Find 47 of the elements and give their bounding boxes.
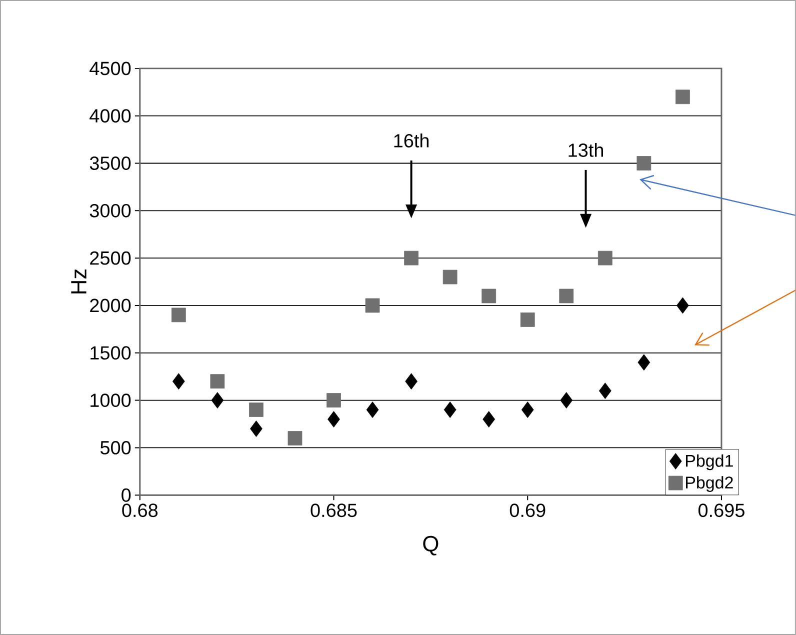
point [326, 393, 341, 408]
point [444, 402, 456, 418]
legend-label: Pbgd2 [686, 476, 733, 492]
y-tick-label: 4500 [90, 62, 131, 76]
x-axis-title: Q [423, 536, 438, 556]
point [210, 374, 225, 389]
x-tick-label: 0.69 [510, 504, 546, 518]
x-tick-label: 0.695 [698, 504, 744, 518]
point [636, 156, 652, 170]
annotation: 13th [568, 143, 604, 157]
point [676, 297, 689, 314]
y-tick-label: 2500 [90, 251, 131, 265]
y-tick-label: 2000 [90, 298, 131, 312]
point [521, 402, 534, 418]
point [249, 402, 264, 417]
point [211, 392, 224, 408]
y-tick-label: 0 [122, 488, 131, 502]
y-tick-label: 4000 [90, 109, 131, 123]
y-tick-label: 3000 [90, 204, 131, 218]
point [598, 250, 612, 266]
x-tick-label: 0.68 [122, 504, 158, 518]
point [366, 402, 379, 418]
y-tick-label: 1000 [90, 394, 131, 408]
y-axis-title: Hz [71, 269, 86, 294]
point [172, 373, 185, 390]
y-tick-label: 500 [100, 440, 131, 454]
point [328, 411, 340, 428]
point [560, 392, 573, 408]
point [288, 431, 302, 446]
legend-label: Pbgd1 [686, 454, 733, 470]
point [405, 373, 418, 390]
point [638, 354, 650, 371]
point [365, 298, 380, 313]
point [598, 382, 612, 400]
point [442, 270, 458, 284]
point [404, 250, 418, 266]
y-tick-label: 1500 [90, 346, 131, 360]
x-tick-label: 0.685 [310, 504, 357, 518]
point [520, 312, 535, 327]
point [676, 90, 690, 104]
y-tick-label: 3500 [90, 156, 131, 170]
point [559, 288, 574, 304]
point [171, 308, 186, 322]
point [250, 420, 262, 437]
annotation: 16th [394, 134, 429, 148]
point [482, 411, 496, 428]
point [482, 288, 496, 304]
